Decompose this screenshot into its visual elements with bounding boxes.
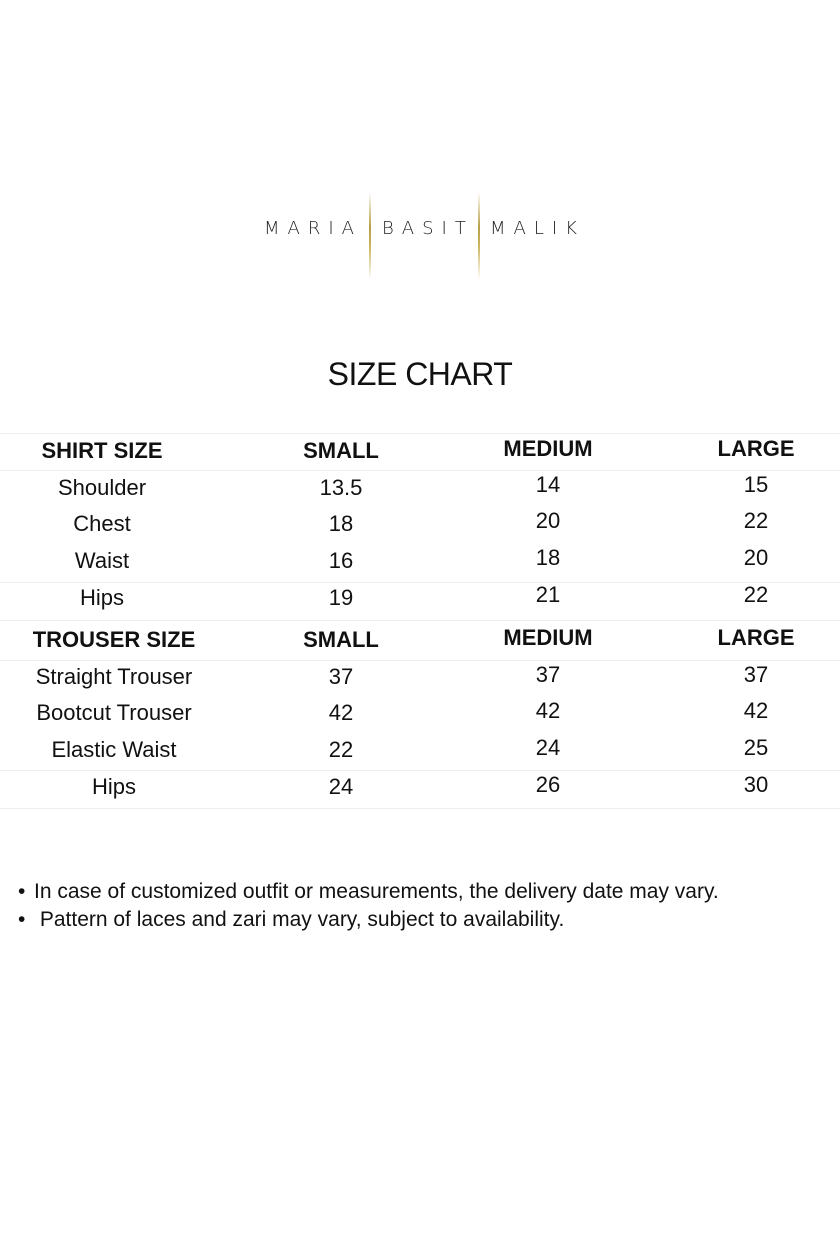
measurement-value: 13.5	[319, 475, 363, 500]
shirt-header-cell: SHIRT SIZE	[41, 438, 163, 463]
note-item: • Pattern of laces and zari may vary, su…	[18, 906, 719, 934]
measurement-value: 24	[535, 735, 561, 760]
measurement-value: 26	[535, 772, 561, 797]
row-divider	[0, 620, 840, 621]
measurement-value: 42	[535, 698, 561, 723]
row-divider	[0, 582, 840, 583]
logo-divider	[369, 192, 371, 280]
measurement-value: 24	[328, 774, 354, 799]
row-divider	[0, 470, 840, 471]
notes-list: • In case of customized outfit or measure…	[18, 878, 719, 934]
measurement-label: Straight Trouser	[35, 664, 193, 689]
measurement-value: 25	[743, 735, 769, 760]
note-text: In case of customized outfit or measurem…	[34, 880, 719, 903]
measurement-value: 18	[328, 511, 354, 536]
measurement-value: 21	[535, 582, 561, 607]
measurement-label: Waist	[74, 548, 130, 573]
shirt-header-cell: SMALL	[303, 438, 379, 463]
logo-word-maria: MARIA	[264, 218, 362, 239]
measurement-value: 42	[328, 700, 354, 725]
note-item: • In case of customized outfit or measure…	[18, 878, 719, 906]
measurement-value: 22	[743, 508, 769, 533]
measurement-value: 20	[535, 508, 561, 533]
measurement-label: Chest	[73, 511, 131, 536]
row-divider	[0, 660, 840, 661]
measurement-value: 19	[328, 585, 354, 610]
measurement-label: Shoulder	[57, 475, 147, 500]
measurement-value: 37	[743, 662, 769, 687]
measurement-value: 14	[535, 472, 561, 497]
measurement-value: 37	[328, 664, 354, 689]
measurement-value: 42	[743, 698, 769, 723]
shirt-header-cell: LARGE	[717, 436, 795, 461]
shirt-header-cell: MEDIUM	[503, 436, 593, 461]
measurement-label: Bootcut Trouser	[36, 700, 192, 725]
trouser-header-cell: TROUSER SIZE	[32, 627, 196, 652]
note-text: Pattern of laces and zari may vary, subj…	[34, 908, 565, 931]
trouser-header-cell: LARGE	[717, 625, 795, 650]
row-divider	[0, 433, 840, 434]
measurement-value: 37	[535, 662, 561, 687]
logo-word-basit: BASIT	[382, 218, 474, 239]
trouser-header-cell: MEDIUM	[503, 625, 593, 650]
measurement-value: 15	[743, 472, 769, 497]
measurement-label: Elastic Waist	[51, 737, 177, 762]
measurement-value: 22	[328, 737, 354, 762]
measurement-value: 16	[328, 548, 354, 573]
logo-word-malik: MALIK	[490, 218, 585, 239]
measurement-value: 20	[743, 545, 769, 570]
row-divider	[0, 770, 840, 771]
measurement-label: Hips	[79, 585, 124, 610]
logo-divider	[478, 192, 480, 280]
measurement-value: 30	[743, 772, 769, 797]
measurement-value: 22	[743, 582, 769, 607]
measurement-value: 18	[535, 545, 561, 570]
measurement-label: Hips	[91, 774, 136, 799]
page-title: SIZE CHART	[327, 356, 513, 392]
row-divider	[0, 808, 840, 809]
trouser-header-cell: SMALL	[303, 627, 379, 652]
